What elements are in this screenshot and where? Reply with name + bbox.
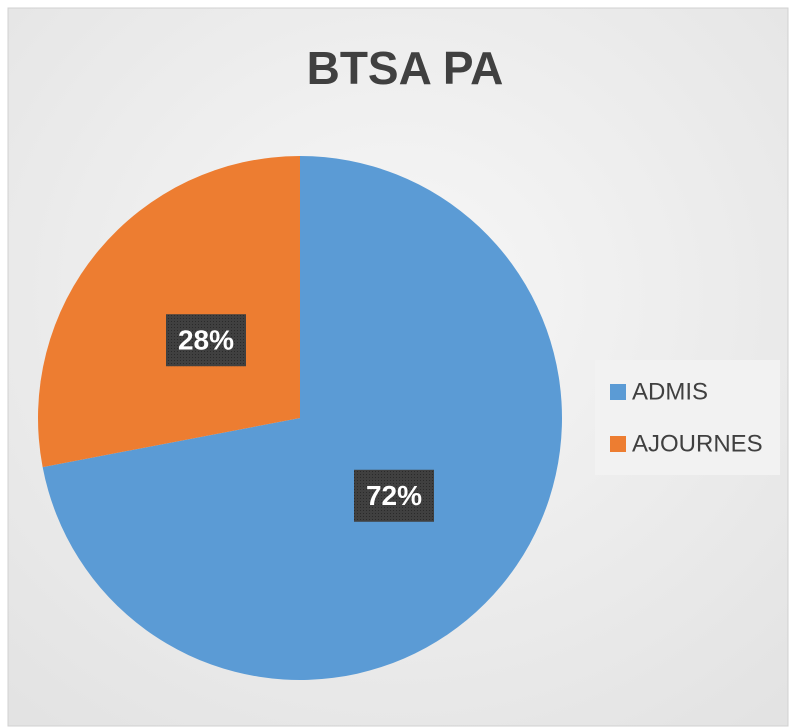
- data-label: 28%: [178, 325, 234, 356]
- pie-slice: [42, 156, 562, 680]
- legend-swatch: [610, 436, 626, 452]
- data-label: 72%: [366, 480, 422, 511]
- data-label-box: [165, 314, 246, 367]
- legend-label: AJOURNES: [632, 430, 763, 457]
- chart-title: BTSA PA: [307, 42, 504, 94]
- pie-slice: [37, 156, 300, 468]
- legend-label: ADMIS: [632, 378, 708, 405]
- legend-box: [595, 360, 780, 475]
- legend-swatch: [610, 384, 626, 400]
- data-label-box: [354, 469, 435, 522]
